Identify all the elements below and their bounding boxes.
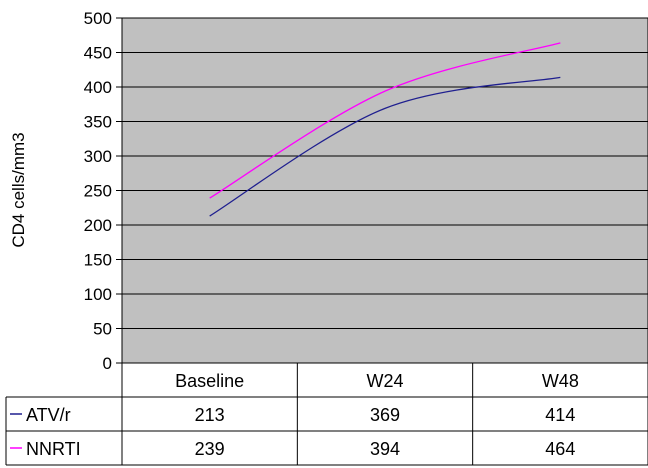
legend-label: ATV/r bbox=[26, 405, 71, 425]
data-label: 394 bbox=[370, 439, 400, 459]
y-tick-label: 300 bbox=[84, 147, 112, 166]
gridlines bbox=[122, 52, 648, 329]
data-label: 213 bbox=[195, 405, 225, 425]
y-tick-label: 450 bbox=[84, 44, 112, 63]
series-line bbox=[209, 42, 561, 199]
data-table: Baseline W24 W48 ATV/r 213 369 414 NNRTI 239 394 4… bbox=[5, 362, 648, 466]
data-label: 239 bbox=[195, 439, 225, 459]
data-label: 464 bbox=[545, 439, 575, 459]
series-line bbox=[209, 76, 561, 217]
y-tick-label: 500 bbox=[84, 9, 112, 28]
x-tick-label: W48 bbox=[542, 371, 579, 391]
data-label: 369 bbox=[370, 405, 400, 425]
x-tick-label: Baseline bbox=[175, 371, 244, 391]
x-tick-label: W24 bbox=[366, 371, 403, 391]
y-tick-label: 0 bbox=[103, 354, 112, 373]
y-tick-label: 150 bbox=[84, 251, 112, 270]
y-tick-label: 350 bbox=[84, 113, 112, 132]
y-tick-label: 50 bbox=[93, 320, 112, 339]
y-axis: 0 50 100 150 200 250 300 350 400 450 500 bbox=[84, 9, 122, 373]
y-axis-label: CD4 cells/mm3 bbox=[9, 132, 28, 247]
series-lines bbox=[209, 42, 561, 217]
y-tick-label: 250 bbox=[84, 182, 112, 201]
legend-label: NNRTI bbox=[26, 439, 81, 459]
y-tick-label: 400 bbox=[84, 78, 112, 97]
y-tick-label: 200 bbox=[84, 216, 112, 235]
y-tick-label: 100 bbox=[84, 285, 112, 304]
data-label: 414 bbox=[545, 405, 575, 425]
